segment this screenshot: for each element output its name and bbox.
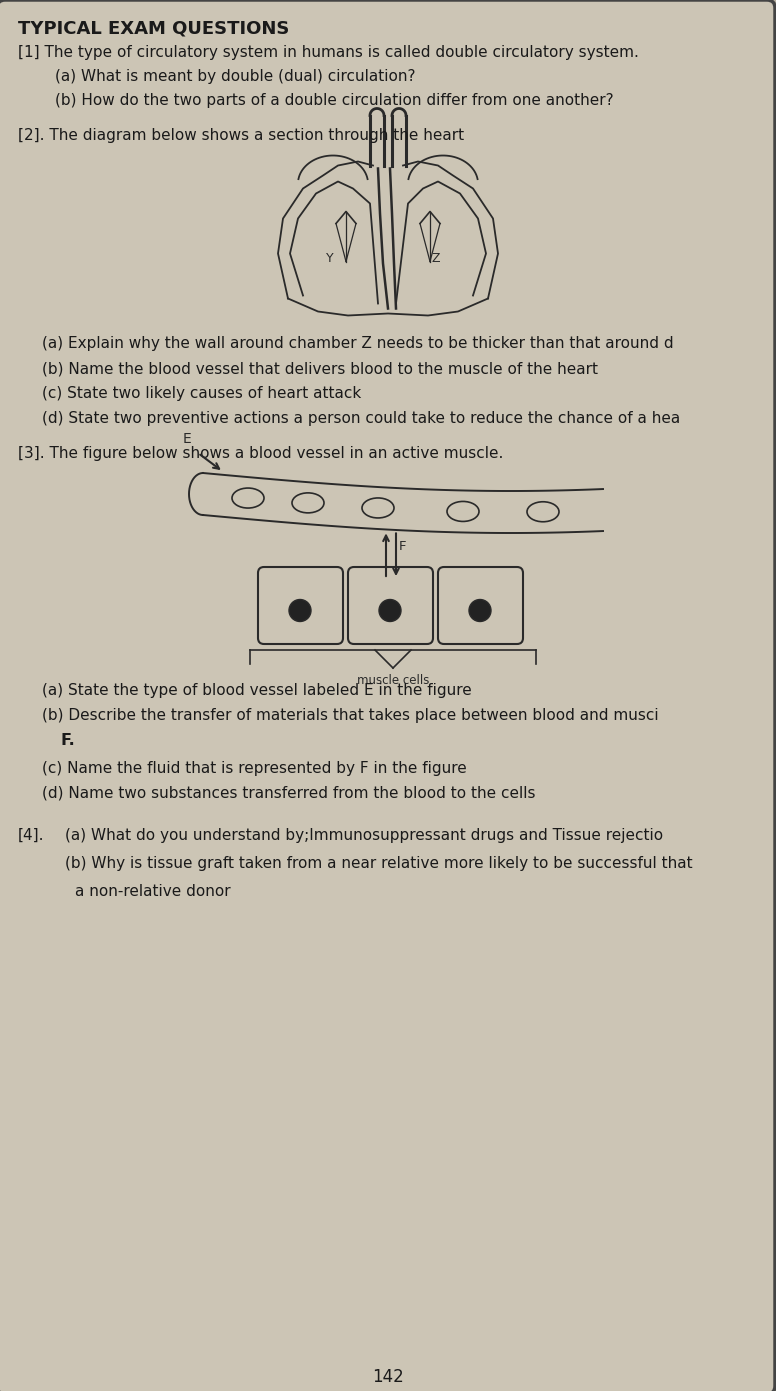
Text: Y: Y — [326, 252, 334, 266]
Text: E: E — [183, 433, 192, 447]
Text: (b) Name the blood vessel that delivers blood to the muscle of the heart: (b) Name the blood vessel that delivers … — [42, 362, 598, 376]
Text: (b) How do the two parts of a double circulation differ from one another?: (b) How do the two parts of a double cir… — [55, 93, 614, 108]
Text: (a) State the type of blood vessel labeled E in the figure: (a) State the type of blood vessel label… — [42, 683, 472, 698]
Text: (c) State two likely causes of heart attack: (c) State two likely causes of heart att… — [42, 385, 362, 401]
Text: 142: 142 — [372, 1367, 404, 1385]
Text: a non-relative donor: a non-relative donor — [75, 885, 230, 899]
Circle shape — [379, 600, 401, 622]
Text: (b) Describe the transfer of materials that takes place between blood and musci: (b) Describe the transfer of materials t… — [42, 708, 659, 723]
Text: F: F — [399, 540, 407, 552]
Text: (a) What is meant by double (dual) circulation?: (a) What is meant by double (dual) circu… — [55, 70, 415, 83]
Text: (d) State two preventive actions a person could take to reduce the chance of a h: (d) State two preventive actions a perso… — [42, 410, 681, 426]
Text: TYPICAL EXAM QUESTIONS: TYPICAL EXAM QUESTIONS — [18, 19, 289, 38]
Text: [2]. The diagram below shows a section through the heart: [2]. The diagram below shows a section t… — [18, 128, 464, 143]
Text: (a) What do you understand by;Immunosuppressant drugs and Tissue rejectio: (a) What do you understand by;Immunosupp… — [65, 828, 663, 843]
Circle shape — [469, 600, 491, 622]
Text: Z: Z — [431, 252, 440, 266]
Text: [1] The type of circulatory system in humans is called double circulatory system: [1] The type of circulatory system in hu… — [18, 45, 639, 60]
Text: (b) Why is tissue graft taken from a near relative more likely to be successful : (b) Why is tissue graft taken from a nea… — [65, 855, 693, 871]
Text: (d) Name two substances transferred from the blood to the cells: (d) Name two substances transferred from… — [42, 786, 535, 801]
Text: [3]. The figure below shows a blood vessel in an active muscle.: [3]. The figure below shows a blood vess… — [18, 447, 504, 460]
Text: (a) Explain why the wall around chamber Z needs to be thicker than that around d: (a) Explain why the wall around chamber … — [42, 337, 674, 351]
Text: [4].: [4]. — [18, 828, 44, 843]
Text: (c) Name the fluid that is represented by F in the figure: (c) Name the fluid that is represented b… — [42, 761, 466, 776]
Circle shape — [289, 600, 311, 622]
Text: muscle cells: muscle cells — [357, 675, 429, 687]
Text: F.: F. — [60, 733, 74, 748]
